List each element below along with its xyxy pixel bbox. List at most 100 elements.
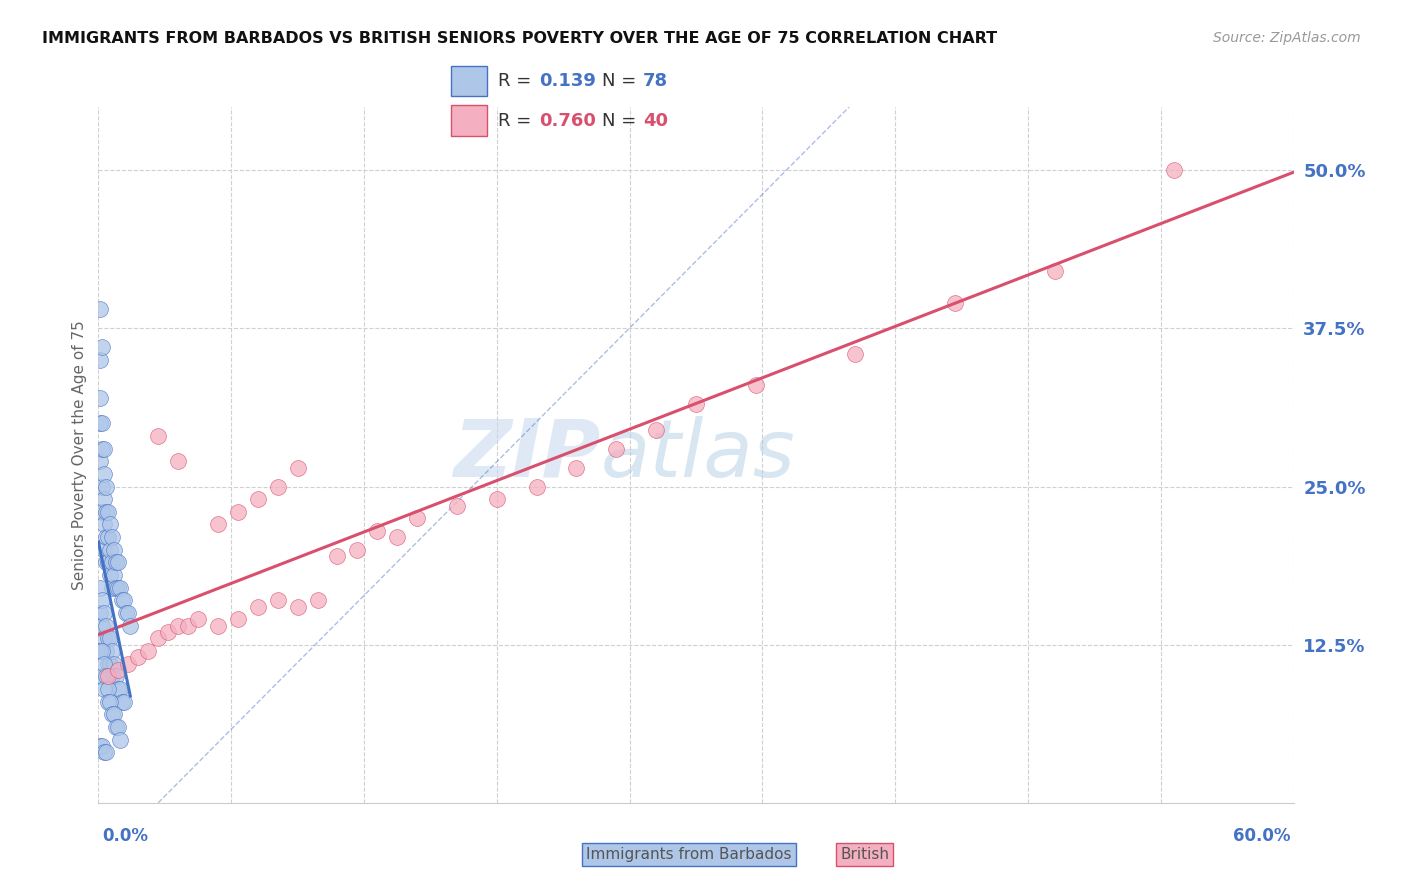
Point — [844, 347, 866, 361]
Point — [93, 632, 115, 646]
Point — [98, 632, 122, 646]
Point — [91, 739, 114, 753]
Point — [93, 517, 115, 532]
Point — [406, 511, 429, 525]
Point — [89, 739, 111, 753]
Point — [287, 460, 309, 475]
Point — [157, 625, 180, 640]
Point — [96, 644, 118, 658]
Point — [96, 556, 118, 570]
Point — [97, 657, 120, 671]
Point — [120, 618, 142, 632]
Point — [207, 517, 229, 532]
Text: 60.0%: 60.0% — [1233, 827, 1291, 845]
Point — [1163, 163, 1185, 178]
Point — [93, 681, 115, 696]
Text: IMMIGRANTS FROM BARBADOS VS BRITISH SENIORS POVERTY OVER THE AGE OF 75 CORRELATI: IMMIGRANTS FROM BARBADOS VS BRITISH SENI… — [42, 31, 997, 46]
Point — [101, 556, 124, 570]
Point — [98, 695, 122, 709]
Point — [103, 568, 125, 582]
Point — [207, 618, 229, 632]
Point — [167, 618, 190, 632]
Point — [105, 720, 128, 734]
Point — [93, 657, 115, 671]
Point — [177, 618, 200, 632]
Point — [366, 524, 388, 538]
Text: Source: ZipAtlas.com: Source: ZipAtlas.com — [1213, 31, 1361, 45]
Point — [89, 581, 111, 595]
Point — [91, 340, 114, 354]
Point — [93, 492, 115, 507]
Point — [98, 568, 122, 582]
Point — [91, 417, 114, 431]
Text: R =: R = — [498, 72, 537, 90]
Point — [287, 599, 309, 614]
Text: N =: N = — [602, 72, 643, 90]
Text: 0.760: 0.760 — [538, 112, 596, 129]
Point — [103, 707, 125, 722]
Point — [117, 657, 139, 671]
Point — [111, 695, 134, 709]
Point — [107, 556, 129, 570]
Point — [93, 442, 115, 456]
Point — [101, 581, 124, 595]
Point — [89, 644, 111, 658]
Point — [167, 454, 190, 468]
Point — [93, 606, 115, 620]
Point — [107, 663, 129, 677]
Point — [226, 505, 249, 519]
Text: Immigrants from Barbados: Immigrants from Barbados — [586, 847, 792, 862]
FancyBboxPatch shape — [451, 66, 486, 96]
Point — [97, 530, 120, 544]
Point — [101, 707, 124, 722]
Point — [98, 517, 122, 532]
Point — [226, 612, 249, 626]
Text: 0.139: 0.139 — [538, 72, 596, 90]
Text: 78: 78 — [643, 72, 668, 90]
FancyBboxPatch shape — [451, 105, 486, 136]
Point — [246, 492, 269, 507]
Point — [565, 460, 588, 475]
Point — [148, 632, 170, 646]
Point — [96, 479, 118, 493]
Text: ZIP: ZIP — [453, 416, 600, 494]
Point — [93, 745, 115, 759]
Point — [745, 378, 768, 392]
Point — [91, 593, 114, 607]
Point — [148, 429, 170, 443]
Point — [89, 353, 111, 368]
Text: 40: 40 — [643, 112, 668, 129]
Point — [943, 296, 966, 310]
Point — [346, 542, 368, 557]
Point — [101, 530, 124, 544]
Point — [446, 499, 468, 513]
Point — [91, 442, 114, 456]
Point — [267, 479, 290, 493]
Point — [111, 593, 134, 607]
Text: British: British — [841, 847, 889, 862]
Point — [91, 505, 114, 519]
Point — [326, 549, 349, 563]
Point — [127, 650, 149, 665]
Text: N =: N = — [602, 112, 643, 129]
Point — [101, 644, 124, 658]
Point — [1043, 264, 1066, 278]
Point — [112, 695, 135, 709]
Text: 0.0%: 0.0% — [103, 827, 149, 845]
Point — [89, 606, 111, 620]
Point — [112, 593, 135, 607]
Point — [685, 397, 707, 411]
Point — [307, 593, 329, 607]
Point — [101, 669, 124, 683]
Point — [385, 530, 409, 544]
Point — [136, 644, 159, 658]
Point — [96, 505, 118, 519]
Point — [117, 606, 139, 620]
Point — [96, 745, 118, 759]
Point — [485, 492, 508, 507]
Point — [645, 423, 668, 437]
Point — [246, 599, 269, 614]
Point — [97, 681, 120, 696]
Text: R =: R = — [498, 112, 537, 129]
Point — [96, 669, 118, 683]
